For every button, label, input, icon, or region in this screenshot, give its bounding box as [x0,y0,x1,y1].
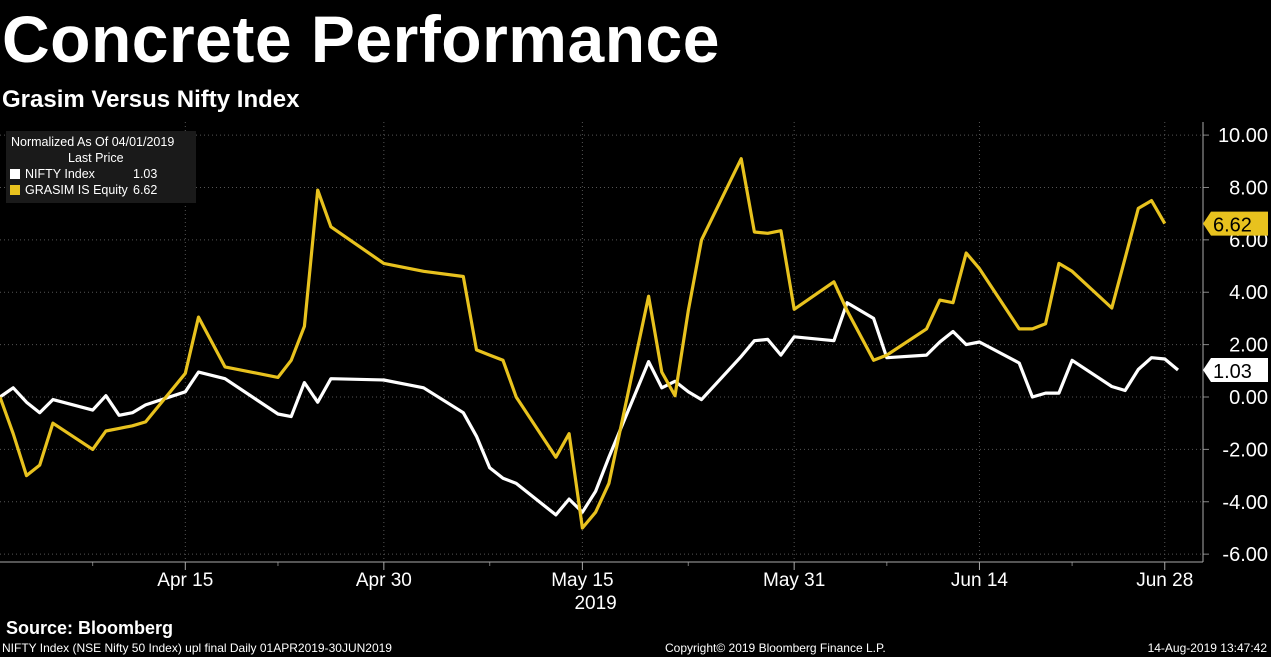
legend-swatch-grasim [10,185,20,195]
legend-entry-nifty: NIFTY Index 1.03 [10,166,192,182]
plot-area [0,122,1203,562]
footer-series-info: NIFTY Index (NSE Nifty 50 Index) upl fin… [2,641,392,655]
legend-entry-grasim: GRASIM IS Equity 6.62 [10,182,192,198]
legend-value-grasim: 6.62 [133,183,158,197]
footer-timestamp: 14-Aug-2019 13:47:42 [1147,641,1267,655]
y-tick-label: 10.00 [1218,125,1268,147]
last-value-tag-nifty [1203,358,1268,383]
legend-swatch-nifty [10,169,20,179]
source-note: Source: Bloomberg [6,618,174,638]
chart-title: Concrete Performance [2,2,720,76]
y-tick-label: 2.00 [1229,335,1268,357]
last-value-label-grasim: 6.62 [1213,215,1252,237]
x-tick-label: Jun 28 [1136,570,1193,591]
x-year-label: 2019 [574,593,616,614]
y-tick-label: -2.00 [1222,439,1268,461]
x-tick-label: May 15 [551,570,613,591]
y-tick-label: -4.00 [1222,492,1268,514]
y-tick-label: 8.00 [1229,177,1268,199]
chart-subtitle: Grasim Versus Nifty Index [2,86,300,113]
x-tick-label: Jun 14 [951,570,1008,591]
legend-name-grasim: GRASIM IS Equity [25,183,128,197]
legend-name-nifty: NIFTY Index [25,167,95,181]
footer-copyright: Copyright© 2019 Bloomberg Finance L.P. [665,641,886,655]
y-tick-label: 0.00 [1229,387,1268,409]
series-line-grasim [0,157,1167,530]
legend-value-nifty: 1.03 [133,167,158,181]
legend-header: Normalized As Of 04/01/2019 [11,135,175,149]
legend-subheader: Last Price [68,151,124,165]
y-tick-label: 4.00 [1229,282,1268,304]
x-tick-label: May 31 [763,570,825,591]
legend: Normalized As Of 04/01/2019 Last Price N… [6,131,196,203]
y-tick-label: -6.00 [1222,544,1268,566]
last-value-tag-grasim [1203,211,1268,236]
x-tick-label: Apr 30 [356,570,412,591]
x-tick-label: Apr 15 [157,570,213,591]
series-line-nifty [0,301,1180,517]
last-value-label-nifty: 1.03 [1213,361,1252,383]
